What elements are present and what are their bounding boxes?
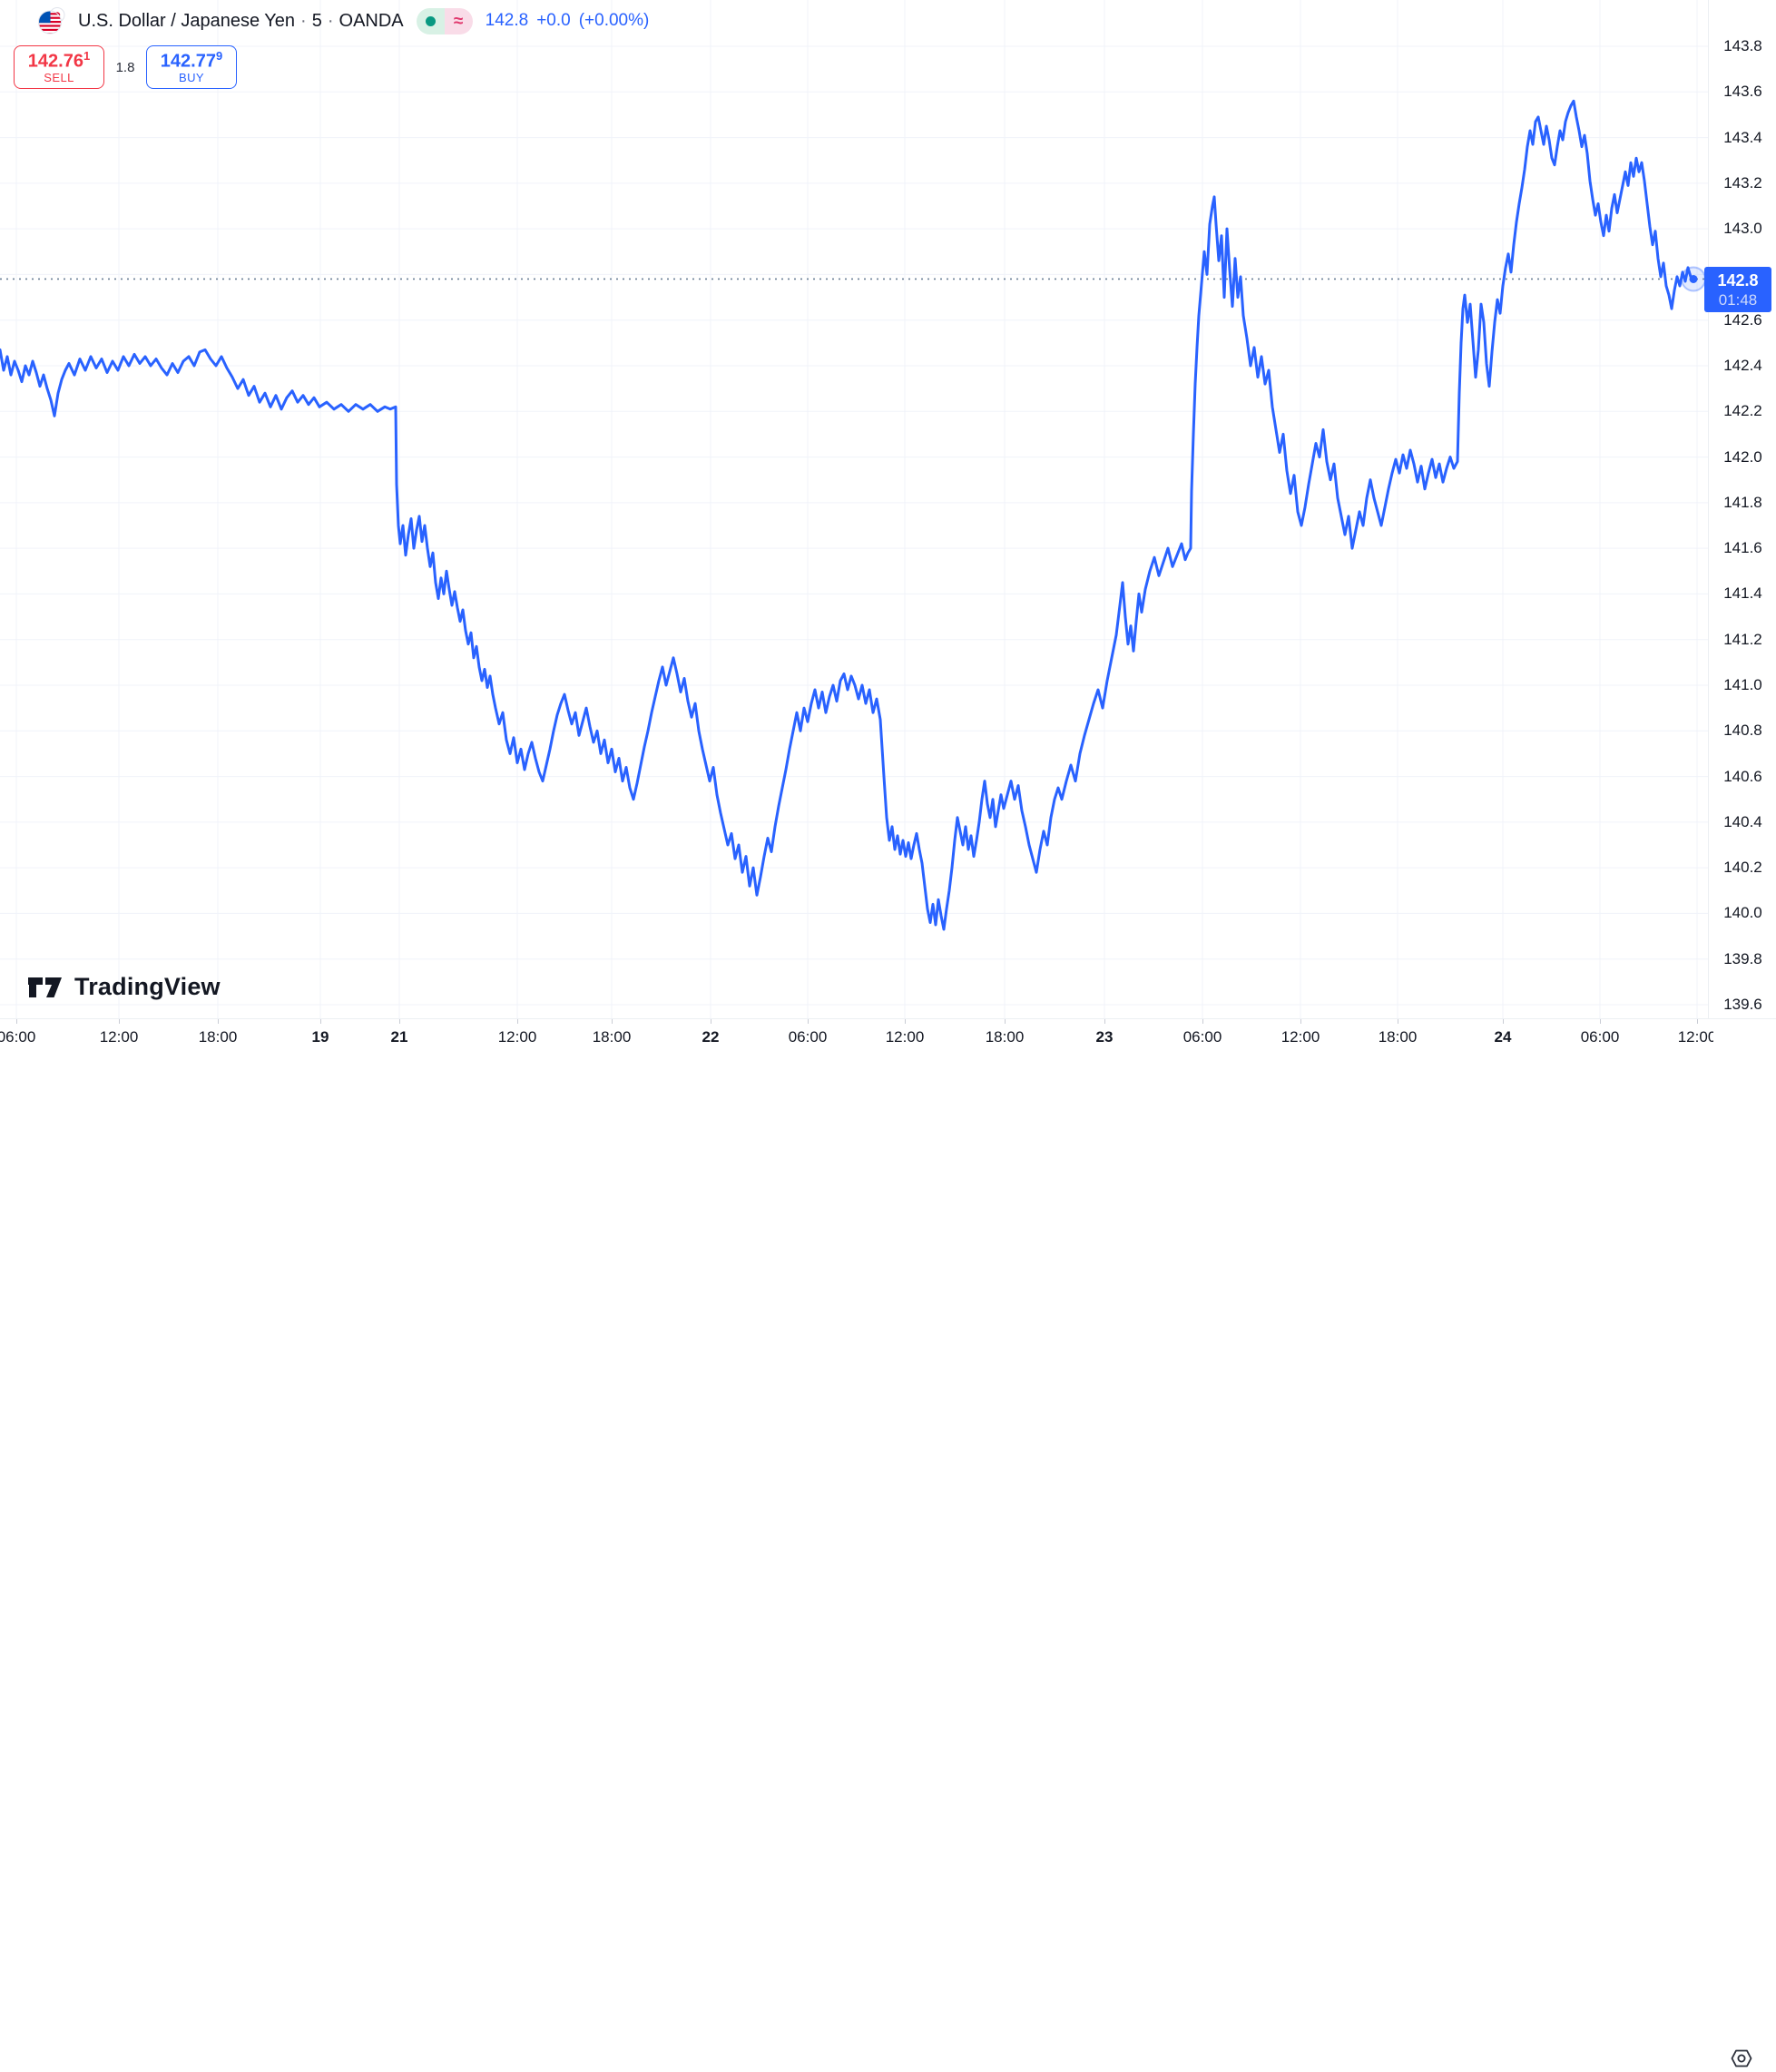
symbol-title[interactable]: U.S. Dollar / Japanese Yen · 5 · OANDA [78,11,404,32]
time-tick-label: 06:00 [1182,1028,1222,1046]
tradingview-logo-text: TradingView [74,973,221,1000]
time-axis-labels: 06:00 12:00 18:00 19 21 12:00 18:00 22 06:00 12:0… [0,1019,1713,1060]
time-axis-notch [1005,1019,1006,1024]
buy-price: 142.779 [160,49,223,72]
sell-price: 142.761 [27,49,91,72]
delayed-data-half: ≈ [444,7,473,34]
time-tick-label: 12:00 [885,1028,925,1046]
data-status-badge[interactable]: ≈ [416,7,473,34]
current-price-label: 142.8 01:48 [1704,267,1771,313]
symbol-flags [38,7,65,34]
time-axis-notch [320,1019,321,1024]
time-axis-notch [218,1019,219,1024]
time-axis-notch [1104,1019,1105,1024]
last-price-value: 142.8 [485,11,529,30]
time-tick-label: 21 [390,1028,408,1046]
price-line-series [0,99,1695,931]
price-tick-label: 140.0 [1723,904,1762,922]
time-axis-notch [119,1019,120,1024]
price-tick-label: 141.4 [1723,584,1762,603]
buy-price-pip: 9 [215,49,223,64]
price-chart-canvas[interactable] [0,0,1708,1018]
time-axis-notch [399,1019,400,1024]
sell-label: SELL [44,70,74,84]
price-tick-label: 140.6 [1723,767,1762,785]
time-axis-notch [1202,1019,1203,1024]
time-tick-label: 12:00 [1677,1028,1713,1046]
price-tick-label: 139.6 [1723,996,1762,1013]
price-change-percent: (+0.00%) [578,11,650,30]
time-axis-notch [1600,1019,1601,1024]
price-change-value: +0.0 [536,11,571,30]
time-axis[interactable]: 06:00 12:00 18:00 19 21 12:00 18:00 22 06:00 12:0… [0,1018,1776,2067]
sell-button[interactable]: 142.761 SELL [14,45,104,89]
time-axis-notch [16,1019,17,1024]
time-tick-label: 12:00 [99,1028,139,1046]
price-tick-label: 143.8 [1723,37,1762,54]
tradingview-logo[interactable]: TradingView [27,973,221,1001]
time-tick-label: 12:00 [497,1028,537,1046]
price-tick-label: 141.6 [1723,539,1762,557]
interval-value: 5 [311,10,322,31]
delayed-data-icon: ≈ [453,11,464,31]
time-tick-label: 06:00 [1580,1028,1620,1046]
exchange-name: OANDA [339,10,404,31]
price-tick-label: 141.0 [1723,676,1762,693]
price-tick-label: 141.2 [1723,630,1762,648]
chart-legend: U.S. Dollar / Japanese Yen · 5 · OANDA ≈ 142… [38,7,649,34]
scale-settings-button[interactable] [1726,2045,1757,2072]
price-tick-label: 141.8 [1723,493,1762,511]
time-tick-label: 18:00 [1378,1028,1418,1046]
time-axis-notch [1503,1019,1504,1024]
buy-label: BUY [179,70,204,84]
time-tick-label: 06:00 [788,1028,828,1046]
time-tick-label: 18:00 [592,1028,632,1046]
time-axis-notch [905,1019,906,1024]
price-tick-label: 139.8 [1723,949,1762,967]
price-tick-label: 142.2 [1723,402,1762,420]
time-axis-notch [612,1019,613,1024]
title-separator: · [327,10,334,31]
order-panel: 142.761 SELL 1.8 142.779 BUY [14,45,237,89]
price-tick-label: 142.0 [1723,447,1762,466]
title-separator: · [300,10,307,31]
sell-price-pip: 1 [83,49,91,64]
time-axis-notch [1300,1019,1301,1024]
time-tick-label: 24 [1494,1028,1512,1046]
time-tick-label: 18:00 [198,1028,238,1046]
time-tick-label: 22 [702,1028,720,1046]
time-axis-notch [808,1019,809,1024]
time-tick-label: 06:00 [0,1028,36,1046]
price-chart-svg[interactable] [0,0,1708,1018]
tradingview-mark-icon [28,977,62,997]
spread-value: 1.8 [115,59,135,75]
market-status-half [416,7,445,34]
buy-button[interactable]: 142.779 BUY [146,45,237,89]
time-axis-notch [1697,1019,1698,1024]
price-tick-label: 140.4 [1723,812,1762,830]
time-tick-label: 12:00 [1280,1028,1320,1046]
price-tick-label: 142.6 [1723,310,1762,329]
price-tick-label: 140.2 [1723,859,1762,877]
hexagon-settings-icon [1731,2049,1752,2067]
price-tick-label: 140.8 [1723,722,1762,740]
market-open-dot-icon [425,15,436,26]
bar-countdown: 01:48 [1718,291,1758,309]
price-tick-label: 143.2 [1723,173,1762,191]
time-axis-notch [517,1019,518,1024]
last-price-readout: 142.8 +0.0 (+0.00%) [486,11,650,31]
current-price-value: 142.8 [1717,270,1759,290]
price-tick-label: 143.0 [1723,220,1762,238]
price-tick-label: 143.4 [1723,128,1762,146]
time-tick-label: 18:00 [985,1028,1025,1046]
time-tick-label: 23 [1095,1028,1114,1046]
price-axis[interactable]: 143.8 143.6 143.4 143.2 143.0 142.8 142.6 142.4… [1708,0,1776,1018]
time-tick-label: 19 [311,1028,329,1046]
symbol-name: U.S. Dollar / Japanese Yen [78,10,296,31]
price-tick-label: 142.4 [1723,357,1762,374]
last-bar-marker-dot [1689,274,1698,283]
price-tick-label: 143.6 [1723,83,1762,101]
us-flag-icon [38,10,62,34]
